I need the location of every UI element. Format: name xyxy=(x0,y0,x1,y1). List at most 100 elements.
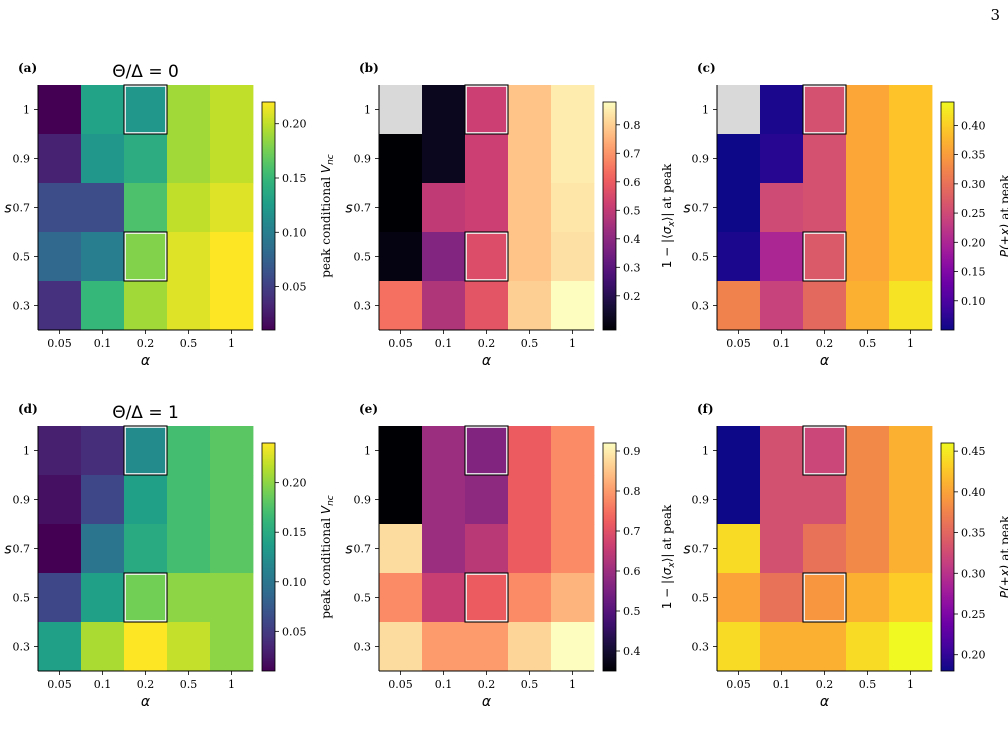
heatmap-cell xyxy=(38,622,82,672)
y-tick-label: 0.7 xyxy=(692,202,710,215)
heatmap-cell xyxy=(210,134,254,184)
x-axis-label: α xyxy=(482,353,492,369)
heatmap-cell xyxy=(38,573,82,623)
colorbar-tick-label: 0.10 xyxy=(961,295,986,308)
x-tick-label: 0.5 xyxy=(521,678,539,691)
heatmap-cell xyxy=(210,426,254,476)
heatmap-cell xyxy=(379,281,423,331)
heatmap-cell xyxy=(465,85,509,135)
heatmap-cell xyxy=(717,426,761,476)
y-tick-label: 0.9 xyxy=(692,153,710,166)
heatmap-cell xyxy=(846,281,890,331)
highlight-box xyxy=(802,425,847,476)
heatmap-cell xyxy=(465,134,509,184)
colorbar-tick-label: 0.20 xyxy=(282,118,307,131)
panel-label: (b) xyxy=(359,61,379,75)
heatmap-cell xyxy=(508,573,552,623)
heatmap-cell xyxy=(717,524,761,574)
highlight-box xyxy=(464,231,509,282)
colorbar-tick-label: 0.6 xyxy=(623,565,641,578)
highlight-box-inner xyxy=(124,573,167,622)
x-tick-label: 0.2 xyxy=(816,678,834,691)
heatmap-cell xyxy=(803,183,847,233)
y-tick-label: 0.5 xyxy=(692,251,710,264)
x-tick-label: 0.2 xyxy=(137,678,155,691)
heatmap-cell xyxy=(210,524,254,574)
heatmap-cell xyxy=(422,134,466,184)
x-tick-label: 0.5 xyxy=(859,678,877,691)
heatmap-panel-a: 0.05 0.1 0.2 0.5 1 1 0.9 0.7 0.5 0.3 α s (a) Θ/Δ = 0 0… xyxy=(4,61,336,369)
x-tick-label: 0.5 xyxy=(521,337,539,350)
x-tick-label: 0.2 xyxy=(478,337,496,350)
heatmap-cell xyxy=(846,134,890,184)
colorbar xyxy=(261,442,276,672)
y-tick-label: 0.5 xyxy=(354,251,372,264)
heatmap-cell xyxy=(379,573,423,623)
heatmap-cell xyxy=(422,524,466,574)
heatmap-cell xyxy=(167,426,211,476)
heatmap-cell xyxy=(803,281,847,331)
y-tick-label: 0.3 xyxy=(13,300,31,313)
heatmap-cell xyxy=(803,134,847,184)
y-tick-label: 0.9 xyxy=(354,153,372,166)
heatmap-cell xyxy=(803,622,847,672)
x-axis-label: α xyxy=(141,694,151,710)
colorbar xyxy=(602,101,617,331)
heatmap-cell xyxy=(124,622,168,672)
y-axis-label: s xyxy=(683,201,690,217)
heatmap-cell xyxy=(889,85,933,135)
heatmap-cell xyxy=(551,183,595,233)
highlight-box-inner xyxy=(124,85,167,134)
colorbar-tick-label: 0.4 xyxy=(623,645,641,658)
highlight-box xyxy=(123,425,168,476)
colorbar xyxy=(940,442,955,672)
y-axis-label: s xyxy=(345,201,352,217)
colorbar-tick-label: 0.30 xyxy=(961,178,986,191)
highlight-box xyxy=(802,231,847,282)
heatmap-cell xyxy=(124,281,168,331)
heatmap-cell xyxy=(38,426,82,476)
heatmap-cell xyxy=(760,85,804,135)
heatmap-cell xyxy=(124,232,168,282)
heatmap-cell xyxy=(846,573,890,623)
colorbar-tick-label: 0.35 xyxy=(961,149,986,162)
x-tick-label: 0.1 xyxy=(773,678,791,691)
heatmap-cell xyxy=(379,622,423,672)
heatmap-cell xyxy=(465,281,509,331)
heatmap-cell xyxy=(508,281,552,331)
colorbar xyxy=(261,101,276,331)
heatmap-cell xyxy=(379,134,423,184)
heatmap-cell xyxy=(760,134,804,184)
heatmap-cell xyxy=(38,183,82,233)
heatmap-cell xyxy=(760,183,804,233)
highlight-box-inner xyxy=(803,573,846,622)
heatmap-cell xyxy=(210,232,254,282)
y-tick-label: 0.3 xyxy=(692,641,710,654)
y-axis-label: s xyxy=(4,542,11,558)
heatmap-cell xyxy=(81,281,125,331)
highlight-box xyxy=(802,572,847,623)
highlight-box-inner xyxy=(124,232,167,281)
colorbar-label: 1 − |⟨σx⟩| at peak xyxy=(660,504,677,609)
heatmap-cell xyxy=(465,232,509,282)
heatmap-cell xyxy=(760,622,804,672)
y-tick-label: 0.7 xyxy=(13,202,31,215)
colorbar xyxy=(602,442,617,672)
x-tick-label: 0.05 xyxy=(388,337,413,350)
heatmap-cell xyxy=(551,475,595,525)
heatmap-cell xyxy=(210,85,254,135)
heatmap-cell xyxy=(81,573,125,623)
heatmap-cell xyxy=(846,85,890,135)
y-tick-label: 0.5 xyxy=(692,592,710,605)
x-tick-label: 0.1 xyxy=(773,337,791,350)
heatmap-cell xyxy=(379,524,423,574)
colorbar-tick-label: 0.25 xyxy=(961,207,986,220)
heatmap-cell xyxy=(210,281,254,331)
x-axis-label: α xyxy=(141,353,151,369)
y-tick-label: 0.3 xyxy=(354,641,372,654)
heatmap-cell xyxy=(760,524,804,574)
heatmap-cell xyxy=(717,232,761,282)
x-tick-label: 1 xyxy=(228,337,235,350)
heatmap-cell xyxy=(846,426,890,476)
